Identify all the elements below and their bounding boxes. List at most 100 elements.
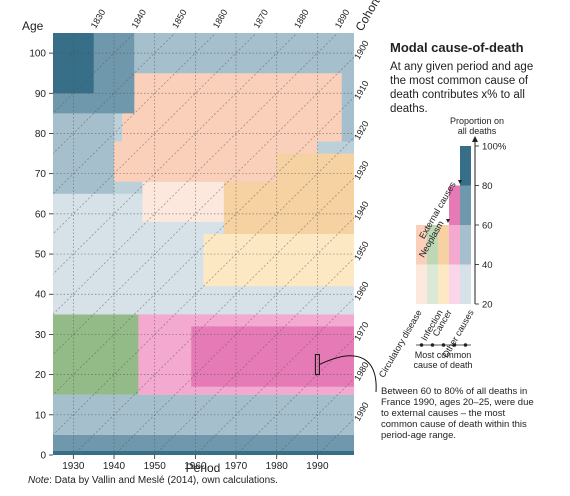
legend-swatch-2-0 — [438, 264, 449, 304]
subtitle-line-4: deaths. — [390, 103, 428, 115]
legend-swatch-3-0 — [449, 264, 460, 304]
cohort-tick-top: 1830 — [89, 8, 108, 30]
legend-tick-label: 60 — [482, 221, 493, 232]
cohort-line-1900 — [53, 56, 354, 356]
cohort-tick-top: 1860 — [211, 8, 230, 30]
legend-group-label: Most common cause of death — [413, 350, 472, 370]
cohort-tick-right: 1970 — [352, 320, 371, 342]
x-tick-label: 1940 — [103, 461, 126, 472]
y-tick-label: 70 — [35, 169, 47, 180]
cohort-tick-top: 1880 — [292, 8, 311, 30]
x-tick-label: 1990 — [306, 461, 329, 472]
legend-cause-arrow — [446, 219, 450, 223]
y-tick-label: 20 — [35, 370, 47, 381]
subtitle-line-2: the most common cause of — [390, 75, 529, 87]
legend-axis-arrow — [472, 136, 478, 142]
cohort-line-1890 — [53, 33, 338, 315]
legend-swatch-4-2 — [460, 185, 471, 225]
cohort-tick-right: 1980 — [352, 360, 371, 382]
cohort-tick-top: 1890 — [333, 8, 352, 30]
cohort-line-1880 — [53, 33, 298, 275]
cohort-tick-right: 1940 — [352, 200, 371, 222]
annotation-leader — [319, 355, 377, 393]
legend-swatch-4-3 — [460, 146, 471, 186]
heatmap-cells — [53, 33, 354, 455]
grid-lines — [53, 33, 354, 455]
legend-tick-label: 80 — [482, 181, 493, 192]
x-axis-label: Period — [186, 461, 221, 475]
cohort-tick-top: 1870 — [251, 8, 270, 30]
heat-region-12 — [203, 233, 354, 287]
y-axis-label: Age — [22, 19, 44, 33]
cohort-line-1850 — [53, 33, 176, 155]
subtitle-line-1: At any given period and age — [390, 61, 533, 73]
cohort-line-1940 — [113, 217, 354, 455]
x-tick-label: 1960 — [184, 461, 207, 472]
subtitle-line-3: death contributes x% to all — [390, 89, 525, 101]
cohort-tick-top: 1840 — [129, 8, 148, 30]
cohort-line-1840 — [53, 33, 135, 114]
cohort-line-1970 — [235, 337, 354, 455]
y-tick-label: 50 — [35, 250, 47, 261]
legend-swatch-1-0 — [427, 264, 438, 304]
cohort-tick-right: 1960 — [352, 280, 371, 302]
legend-swatch-3-1 — [449, 225, 460, 265]
cohort-line-1950 — [154, 257, 354, 455]
heat-region-0 — [53, 450, 354, 455]
chart-subtitle: At any given period and age the most com… — [390, 61, 536, 115]
cohort-tick-right: 1900 — [352, 39, 371, 61]
source-note: Note: Data by Vallin and Meslé (2014), o… — [28, 475, 278, 486]
heat-region-18 — [122, 73, 342, 142]
legend-swatch-0-1 — [416, 225, 427, 265]
y-tick-label: 100 — [29, 49, 46, 60]
x-tick-label: 1950 — [144, 461, 167, 472]
heat-region-17 — [53, 113, 115, 194]
cohort-diagonals — [53, 33, 354, 455]
heat-region-1 — [53, 434, 354, 451]
y-tick-label: 30 — [35, 330, 47, 341]
proportion-title: Proportion on all deaths — [450, 116, 504, 136]
x-tick-label: 1980 — [266, 461, 289, 472]
y-tick-label: 80 — [35, 129, 47, 140]
cohort-tick-right: 1950 — [352, 240, 371, 262]
cohort-tick-right: 1910 — [352, 79, 371, 101]
cohort-tick-top: 1850 — [170, 8, 189, 30]
legend-swatch-3-2 — [449, 185, 460, 225]
legend-swatch-4-0 — [460, 264, 471, 304]
heat-region-4 — [53, 314, 139, 395]
chart-title: Modal cause-of-death — [390, 40, 524, 55]
y-tick-label: 60 — [35, 209, 47, 220]
y-tick-label: 90 — [35, 89, 47, 100]
legend-swatch-1-1 — [427, 225, 438, 265]
note-label: Note — [28, 475, 50, 486]
cohort-line-1920 — [53, 137, 354, 436]
cohort-line-1910 — [53, 96, 354, 396]
y-tick-label: 10 — [35, 410, 47, 421]
heat-region-23 — [341, 73, 354, 142]
cohort-axis-label: Cohort — [352, 0, 382, 34]
legend-swatch-4-1 — [460, 225, 471, 265]
heat-region-19 — [276, 153, 354, 222]
heat-region-8 — [219, 346, 350, 383]
cohort-line-1870 — [53, 33, 257, 235]
heat-region-22 — [134, 33, 354, 74]
legend-tick-label: 100% — [482, 142, 507, 153]
legend-swatch-2-1 — [438, 225, 449, 265]
cohort-tick-right: 1990 — [352, 400, 371, 422]
y-tick-label: 0 — [40, 451, 46, 462]
cohort-tick-right: 1920 — [352, 119, 371, 141]
annotation-text: Between 60 to 80% of all deaths in France… — [381, 386, 534, 441]
heat-region-21 — [53, 33, 94, 94]
legend-tick-label: 20 — [482, 300, 493, 311]
x-tick-label: 1970 — [225, 461, 248, 472]
cohort-line-1980 — [276, 378, 354, 455]
annotation-group: Between 60 to 80% of all deaths in France… — [314, 354, 534, 441]
note-text: : Data by Vallin and Meslé (2014), own c… — [49, 475, 278, 486]
cohort-tick-right: 1930 — [352, 159, 371, 181]
legend-swatch-0-0 — [416, 264, 427, 304]
y-tick-label: 40 — [35, 290, 47, 301]
cohort-line-1930 — [73, 177, 354, 455]
legend-tick-label: 40 — [482, 260, 493, 271]
